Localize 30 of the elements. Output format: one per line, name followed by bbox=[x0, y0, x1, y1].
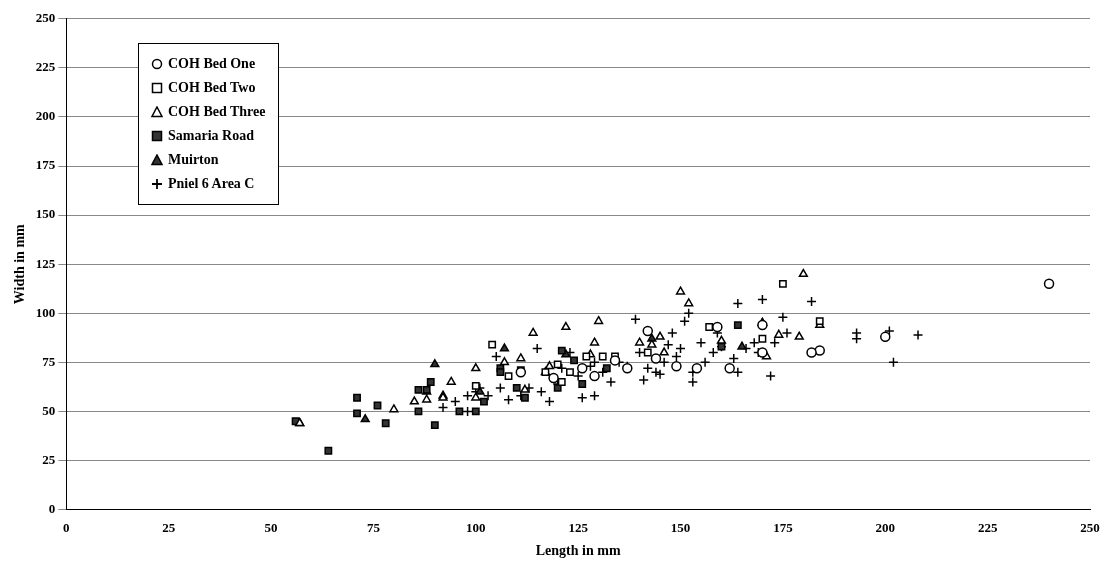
x-tick-label: 100 bbox=[466, 519, 486, 535]
x-tick-label: 200 bbox=[875, 519, 896, 535]
x-tick-label: 150 bbox=[670, 519, 691, 535]
y-tick-label: 200 bbox=[35, 108, 56, 124]
y-tick-label: 75 bbox=[42, 353, 56, 369]
x-tick-label: 0 bbox=[63, 519, 70, 535]
y-tick-label: 25 bbox=[42, 451, 56, 467]
x-axis-title: Length in mm bbox=[535, 543, 621, 559]
x-tick-label: 250 bbox=[1080, 519, 1100, 535]
x-tick-label: 25 bbox=[162, 519, 176, 535]
y-tick-label: 250 bbox=[35, 10, 56, 26]
y-tick-label: 100 bbox=[35, 304, 56, 320]
y-tick-label: 150 bbox=[35, 206, 56, 222]
legend-label: Samaria Road bbox=[168, 127, 254, 145]
x-tick-label: 225 bbox=[977, 519, 998, 535]
legend-label: COH Bed Two bbox=[168, 79, 256, 97]
x-tick-label: 50 bbox=[264, 519, 278, 535]
x-tick-label: 125 bbox=[568, 519, 589, 535]
y-tick-label: 50 bbox=[42, 402, 56, 418]
y-tick-label: 225 bbox=[35, 59, 56, 75]
legend-label: COH Bed Three bbox=[168, 103, 266, 121]
y-tick-label: 175 bbox=[35, 157, 56, 173]
legend-label: COH Bed One bbox=[168, 55, 256, 73]
y-axis-title: Width in mm bbox=[12, 223, 28, 305]
x-tick-label: 175 bbox=[773, 519, 794, 535]
legend-label: Muirton bbox=[168, 151, 219, 169]
y-tick-label: 0 bbox=[48, 500, 56, 516]
legend-label: Pniel 6 Area C bbox=[168, 175, 255, 193]
x-tick-label: 75 bbox=[366, 519, 381, 535]
y-tick-label: 125 bbox=[35, 255, 56, 271]
